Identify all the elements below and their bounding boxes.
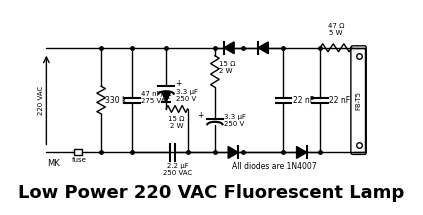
Text: 3.3 µF
250 V: 3.3 µF 250 V <box>224 114 246 127</box>
Text: 330 k: 330 k <box>105 96 127 104</box>
Text: 22 nF: 22 nF <box>330 96 351 104</box>
Text: 15 Ω
2 W: 15 Ω 2 W <box>168 116 185 129</box>
Text: Low Power 220 VAC Fluorescent Lamp: Low Power 220 VAC Fluorescent Lamp <box>18 184 404 202</box>
Text: fuse: fuse <box>71 157 86 163</box>
Text: 15 Ω
2 W: 15 Ω 2 W <box>219 61 236 74</box>
Text: 47 Ω
5 W: 47 Ω 5 W <box>328 23 344 36</box>
Text: All diodes are 1N4007: All diodes are 1N4007 <box>233 162 317 171</box>
Text: 47 nF/X2
275 VAC: 47 nF/X2 275 VAC <box>141 91 173 104</box>
Text: +: + <box>198 111 204 120</box>
Polygon shape <box>224 42 234 54</box>
Text: F8-T5: F8-T5 <box>356 91 362 110</box>
Text: 220 VAC: 220 VAC <box>38 86 44 115</box>
Bar <box>74 149 82 155</box>
Polygon shape <box>297 146 307 158</box>
Text: 3.3 µF
250 V: 3.3 µF 250 V <box>176 89 198 102</box>
Polygon shape <box>162 92 170 102</box>
Text: 22 nF: 22 nF <box>293 96 314 104</box>
Polygon shape <box>228 146 239 158</box>
Text: +: + <box>176 79 182 88</box>
Polygon shape <box>258 42 268 54</box>
Text: 2.2 µF
250 VAC: 2.2 µF 250 VAC <box>163 163 192 176</box>
Text: MK: MK <box>47 159 60 168</box>
